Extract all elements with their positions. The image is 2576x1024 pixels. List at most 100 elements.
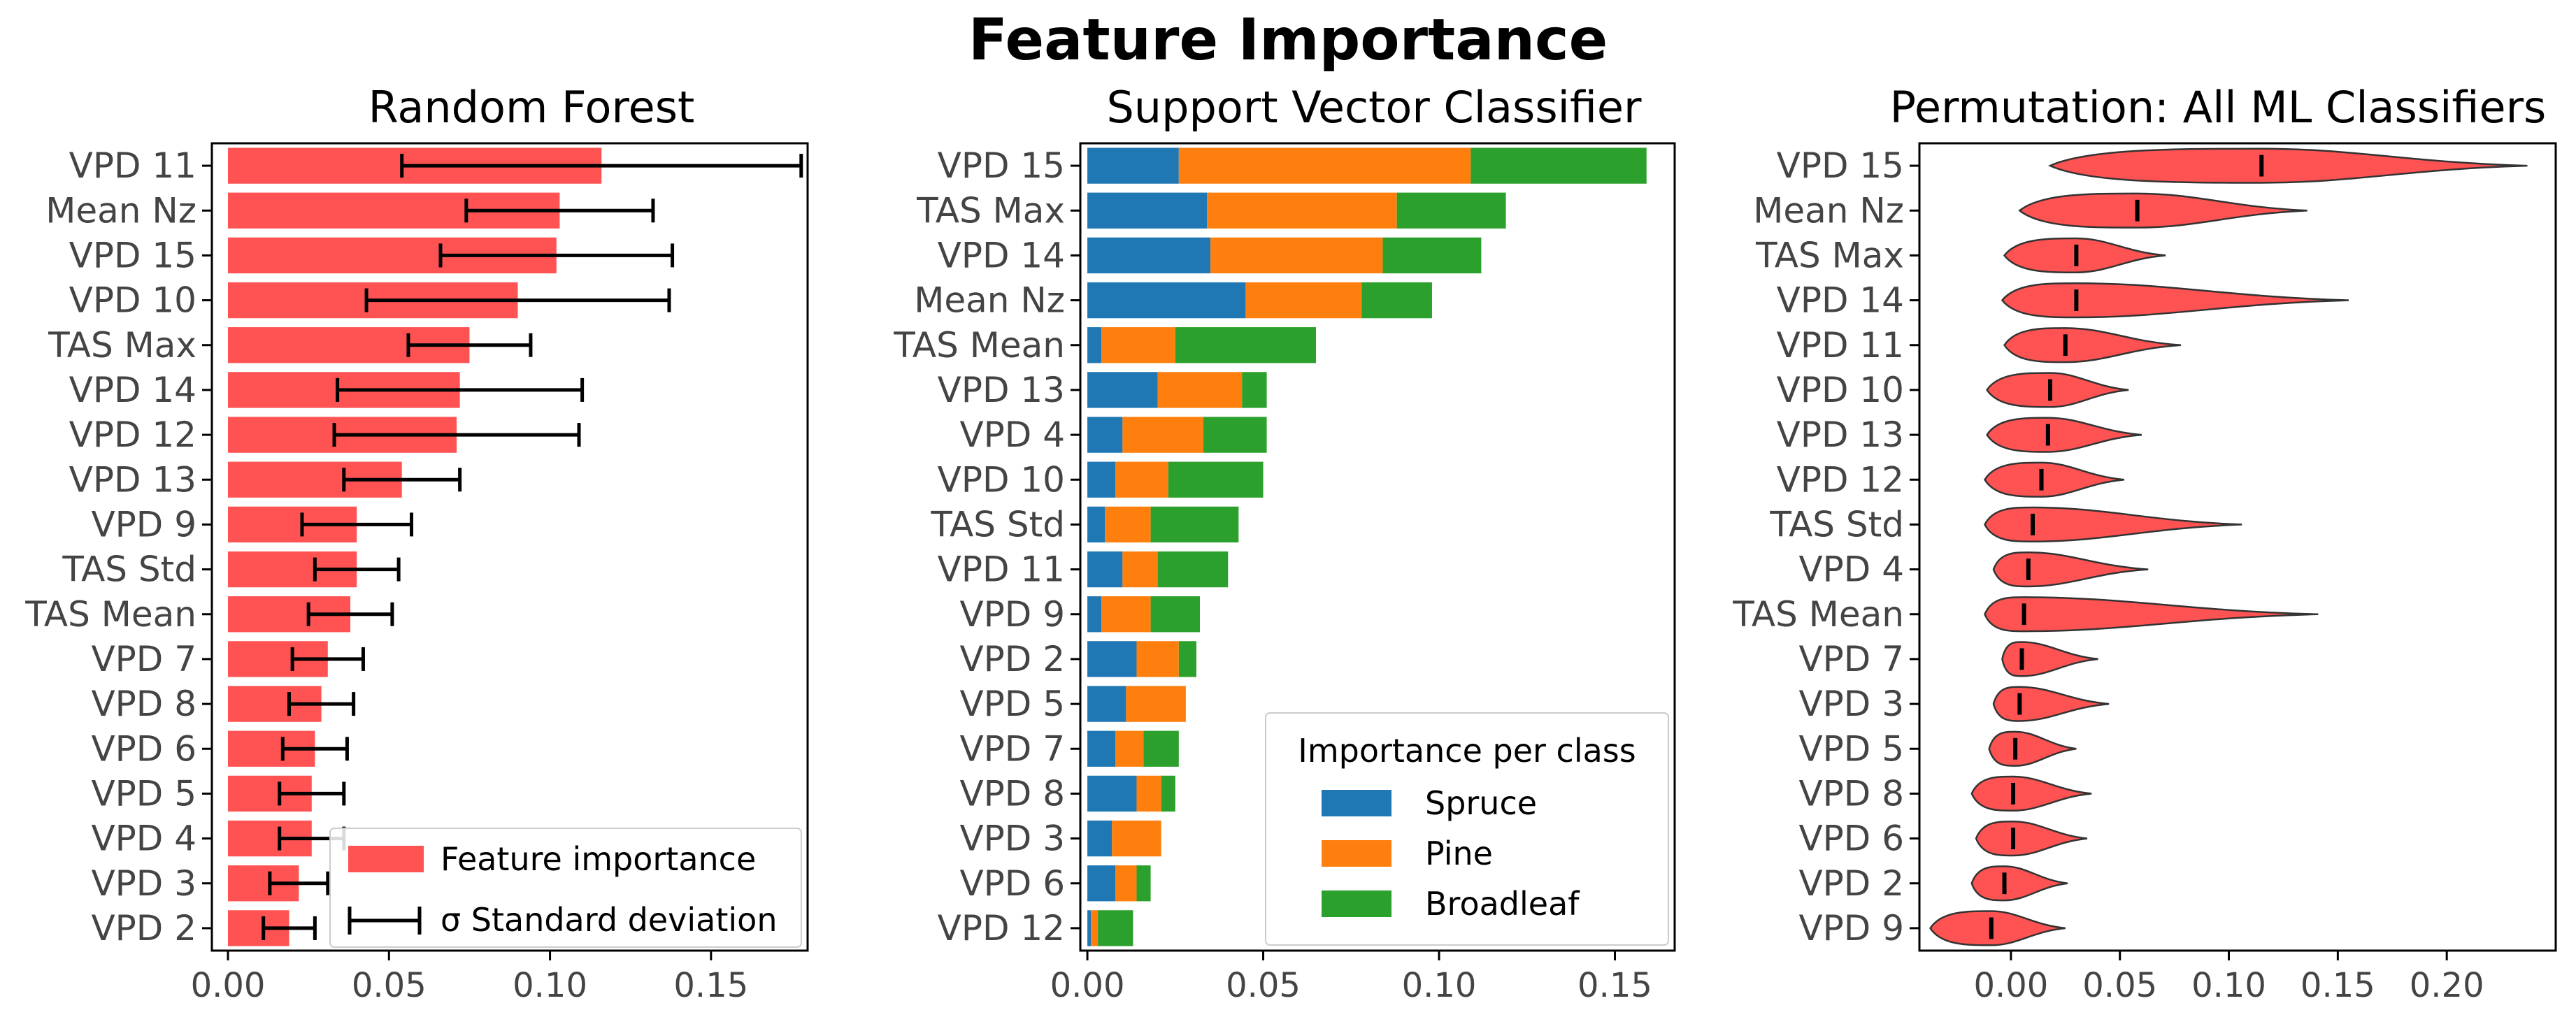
perm-violin-vpd-15 (2047, 147, 2528, 184)
1-ytick-label: VPD 11 (938, 549, 1065, 590)
1-ytick-label: VPD 5 (959, 684, 1065, 724)
perm-violin-tas-std (1984, 506, 2242, 543)
2-ytick-label: Mean Nz (1753, 190, 1904, 231)
2-ytick-label: VPD 13 (1777, 414, 1904, 455)
1-ytick-label: TAS Std (930, 504, 1065, 545)
rf-legend-swatch (348, 846, 424, 872)
svc-bar-vpd-12-spruce (1087, 910, 1092, 946)
svc-bar-vpd-11-pine (1122, 551, 1158, 588)
perm-violin-tas-mean (1984, 596, 2319, 633)
rf-legend: Feature importance σ Standard deviation (329, 828, 802, 948)
2-xtick-label: 0.20 (2410, 966, 2484, 1005)
rf-legend-label: Feature importance (441, 840, 756, 878)
svc-bar-vpd-5-spruce (1087, 686, 1126, 722)
1-xtick-label: 0.00 (1050, 966, 1125, 1005)
svc-bar-vpd-15-broadleaf (1471, 147, 1647, 184)
0-ytick-label: VPD 5 (91, 773, 196, 814)
1-ytick-label: TAS Max (916, 190, 1065, 231)
perm-violin-vpd-10 (1986, 372, 2129, 408)
svc-legend-swatch-spruce (1322, 790, 1391, 816)
svc-bar-vpd-4-pine (1122, 417, 1204, 453)
svc-bar-vpd-9-pine (1101, 596, 1151, 633)
1-ytick-label: VPD 14 (938, 235, 1065, 275)
svc-bar-tas-mean-broadleaf (1175, 327, 1316, 363)
1-ytick-label: TAS Mean (893, 325, 1065, 366)
0-xtick-label: 0.05 (352, 966, 427, 1005)
0-ytick-label: VPD 6 (91, 728, 196, 769)
2-ytick-label: VPD 11 (1777, 325, 1904, 366)
perm-violin-vpd-8 (1970, 775, 2092, 812)
svc-bar-vpd-7-broadleaf (1143, 730, 1179, 767)
svc-bar-vpd-2-broadleaf (1178, 641, 1196, 677)
perm-violin-vpd-14 (2001, 282, 2349, 319)
0-ytick-label: Mean Nz (45, 190, 196, 231)
svc-legend-swatch-broadleaf (1322, 890, 1391, 917)
svc-legend-swatch-pine (1322, 840, 1391, 867)
svc-bar-vpd-13-broadleaf (1242, 372, 1267, 408)
2-ytick-label: TAS Max (1755, 235, 1904, 275)
1-xtick-label: 0.05 (1226, 966, 1301, 1005)
svc-legend-label-spruce: Spruce (1425, 784, 1537, 822)
svc-bar-vpd-4-spruce (1087, 417, 1123, 453)
2-xtick-label: 0.10 (2191, 966, 2266, 1005)
svc-bar-vpd-14-pine (1210, 237, 1383, 274)
svc-bar-vpd-3-pine (1112, 820, 1161, 857)
1-ytick-label: VPD 4 (959, 414, 1065, 455)
1-ytick-label: VPD 8 (959, 773, 1065, 814)
svc-frame (1079, 142, 1676, 952)
svc-bar-vpd-10-broadleaf (1168, 461, 1264, 498)
svc-bar-vpd-8-pine (1136, 775, 1161, 812)
0-ytick-label: VPD 12 (69, 414, 196, 455)
svc-bar-tas-std-spruce (1087, 506, 1105, 543)
0-ytick-label: VPD 2 (91, 908, 196, 949)
perm-violin-vpd-11 (2003, 327, 2182, 363)
perm-violin-vpd-4 (1992, 551, 2149, 588)
svc-bar-tas-max-pine (1207, 192, 1397, 229)
perm-violin-tas-max (2003, 237, 2166, 274)
1-xtick-label: 0.10 (1402, 966, 1477, 1005)
1-ytick-label: VPD 9 (959, 594, 1065, 635)
svc-bar-vpd-7-pine (1115, 730, 1144, 767)
svc-bar-vpd-6-pine (1115, 865, 1137, 902)
perm-title: Permutation: All ML Classifiers (1890, 82, 2547, 133)
rf-legend-box (329, 828, 802, 948)
svc-bar-vpd-14-spruce (1087, 237, 1211, 274)
svc-bar-vpd-4-broadleaf (1203, 417, 1267, 453)
svc-legend: Importance per class Spruce Pine Broadle… (1265, 712, 1669, 946)
2-ytick-label: VPD 10 (1777, 370, 1904, 410)
0-ytick-label: VPD 14 (69, 370, 196, 410)
svc-bar-vpd-10-spruce (1087, 461, 1116, 498)
1-ytick-label: VPD 15 (938, 145, 1065, 186)
svc-title: Support Vector Classifier (1106, 82, 1642, 133)
0-ytick-label: TAS Std (62, 549, 196, 590)
svc-bar-vpd-13-spruce (1087, 372, 1158, 408)
svc-legend-title: Importance per class (1298, 732, 1636, 770)
2-ytick-label: VPD 2 (1798, 863, 1904, 904)
2-xtick-label: 0.05 (2082, 966, 2157, 1005)
0-ytick-label: VPD 13 (69, 459, 196, 500)
2-ytick-label: VPD 15 (1777, 145, 1904, 186)
2-ytick-label: TAS Std (1769, 504, 1904, 545)
perm-violin-vpd-13 (1986, 417, 2142, 453)
svc-bar-tas-std-broadleaf (1150, 506, 1239, 543)
svc-bar-vpd-15-spruce (1087, 147, 1179, 184)
1-ytick-label: VPD 6 (959, 863, 1065, 904)
2-xtick-label: 0.15 (2300, 966, 2375, 1005)
2-ytick-label: VPD 4 (1798, 549, 1904, 590)
svc-bar-vpd-15-pine (1178, 147, 1471, 184)
svc-bar-vpd-7-spruce (1087, 730, 1116, 767)
svc-bar-vpd-9-broadleaf (1150, 596, 1201, 633)
svc-bar-tas-mean-spruce (1087, 327, 1102, 363)
0-ytick-label: VPD 8 (91, 684, 196, 724)
svc-bar-vpd-9-spruce (1087, 596, 1102, 633)
svc-bar-mean-nz-spruce (1087, 282, 1246, 319)
2-ytick-label: TAS Mean (1732, 594, 1904, 635)
0-ytick-label: VPD 7 (91, 639, 196, 679)
svc-bar-vpd-5-pine (1126, 686, 1186, 722)
svc-bar-vpd-3-spruce (1087, 820, 1112, 857)
2-ytick-label: VPD 12 (1777, 459, 1904, 500)
1-ytick-label: VPD 12 (938, 908, 1065, 949)
